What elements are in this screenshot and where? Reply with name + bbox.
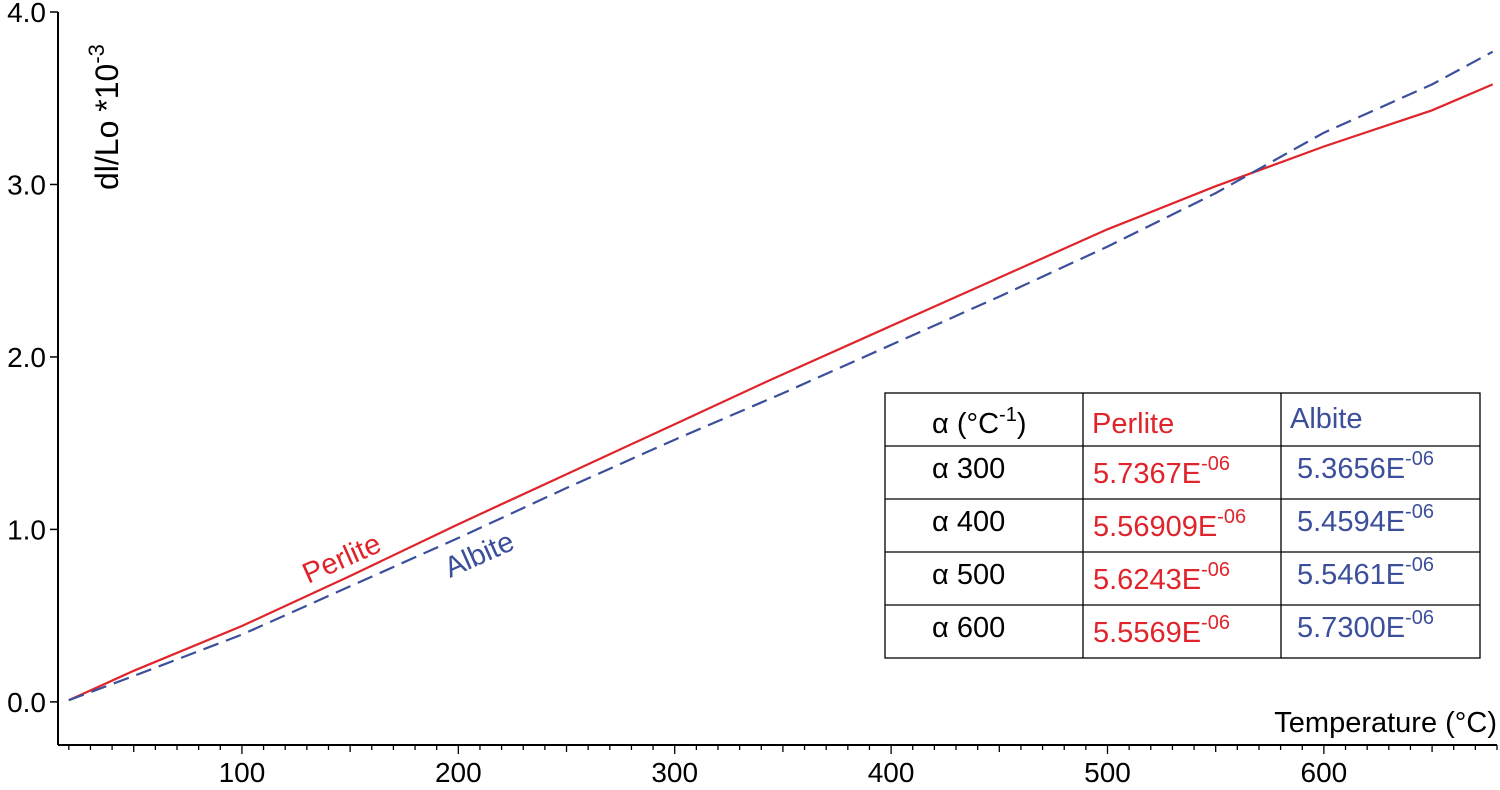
table-frame <box>884 392 1481 659</box>
table-cell-perlite: 5.7367E-06 <box>1093 453 1230 490</box>
y-tick-label: 0.0 <box>7 687 46 718</box>
table-row-label: α 500 <box>932 559 1005 591</box>
table-cell-albite-exponent: -06 <box>1405 448 1434 470</box>
table-cell-perlite-exponent: -06 <box>1201 612 1230 634</box>
x-tick-label: 100 <box>219 757 266 788</box>
y-axis-label-exponent: -3 <box>84 44 109 64</box>
table-cell-perlite-value: 5.56909E <box>1093 511 1217 543</box>
table-cell-albite: 5.4594E-06 <box>1297 501 1434 538</box>
table-cell-albite-value: 5.7300E <box>1297 612 1405 644</box>
table-header-perlite: Perlite <box>1092 408 1174 440</box>
table-cell-albite: 5.3656E-06 <box>1297 448 1434 485</box>
axes: 100 200 300 400 500 600 0.0 1.0 2.0 3.0 4.0 Tempera… <box>7 0 1498 788</box>
x-tick-label: 400 <box>868 757 915 788</box>
y-tick-label: 3.0 <box>7 169 46 200</box>
y-tick-label: 2.0 <box>7 342 46 373</box>
table-header-albite: Albite <box>1290 403 1363 435</box>
y-tick-label: 4.0 <box>7 0 46 28</box>
x-tick-label: 500 <box>1084 757 1131 788</box>
series-label-albite: Albite <box>440 526 519 585</box>
table-cell-perlite: 5.56909E-06 <box>1093 506 1246 543</box>
table-header-alpha-main: α (°C <box>932 408 999 440</box>
table-cell-albite-value: 5.4594E <box>1297 506 1405 538</box>
table-row-label: α 300 <box>932 453 1005 485</box>
table-cell-perlite: 5.5569E-06 <box>1093 612 1230 649</box>
y-axis-label-text: dl/Lo *10 <box>89 64 125 190</box>
table-cell-albite: 5.5461E-06 <box>1297 554 1434 591</box>
table-cell-perlite-exponent: -06 <box>1201 559 1230 581</box>
y-axis-label: dl/Lo *10-3 <box>84 44 125 190</box>
table-cell-albite-exponent: -06 <box>1405 501 1434 523</box>
x-tick-label: 300 <box>651 757 698 788</box>
table-cell-perlite-value: 5.5569E <box>1093 617 1201 649</box>
table-cell-perlite-exponent: -06 <box>1201 453 1230 475</box>
table-cell-albite-exponent: -06 <box>1405 607 1434 629</box>
x-tick-label: 600 <box>1301 757 1348 788</box>
table-row-label: α 400 <box>932 506 1005 538</box>
table-header-alpha: α (°C-1) <box>932 404 1027 440</box>
x-tick-label: 200 <box>435 757 482 788</box>
table-cell-albite: 5.7300E-06 <box>1297 607 1434 644</box>
series-line-albite <box>68 50 1494 702</box>
table-header-alpha-tail: ) <box>1017 408 1027 440</box>
table-cell-perlite-value: 5.7367E <box>1093 458 1201 490</box>
table-header-alpha-sup: -1 <box>999 404 1017 426</box>
table-cell-albite-value: 5.5461E <box>1297 559 1405 591</box>
table-cell-perlite: 5.6243E-06 <box>1093 559 1230 596</box>
y-tick-label: 1.0 <box>7 514 46 545</box>
x-axis-label: Temperature (°C) <box>1274 707 1497 739</box>
table-cell-albite-exponent: -06 <box>1405 554 1434 576</box>
table-cell-perlite-exponent: -06 <box>1217 506 1246 528</box>
table-cell-albite-value: 5.3656E <box>1297 453 1405 485</box>
series-line-perlite <box>68 83 1494 702</box>
table-cell-perlite-value: 5.6243E <box>1093 564 1201 596</box>
table-row-label: α 600 <box>932 612 1005 644</box>
